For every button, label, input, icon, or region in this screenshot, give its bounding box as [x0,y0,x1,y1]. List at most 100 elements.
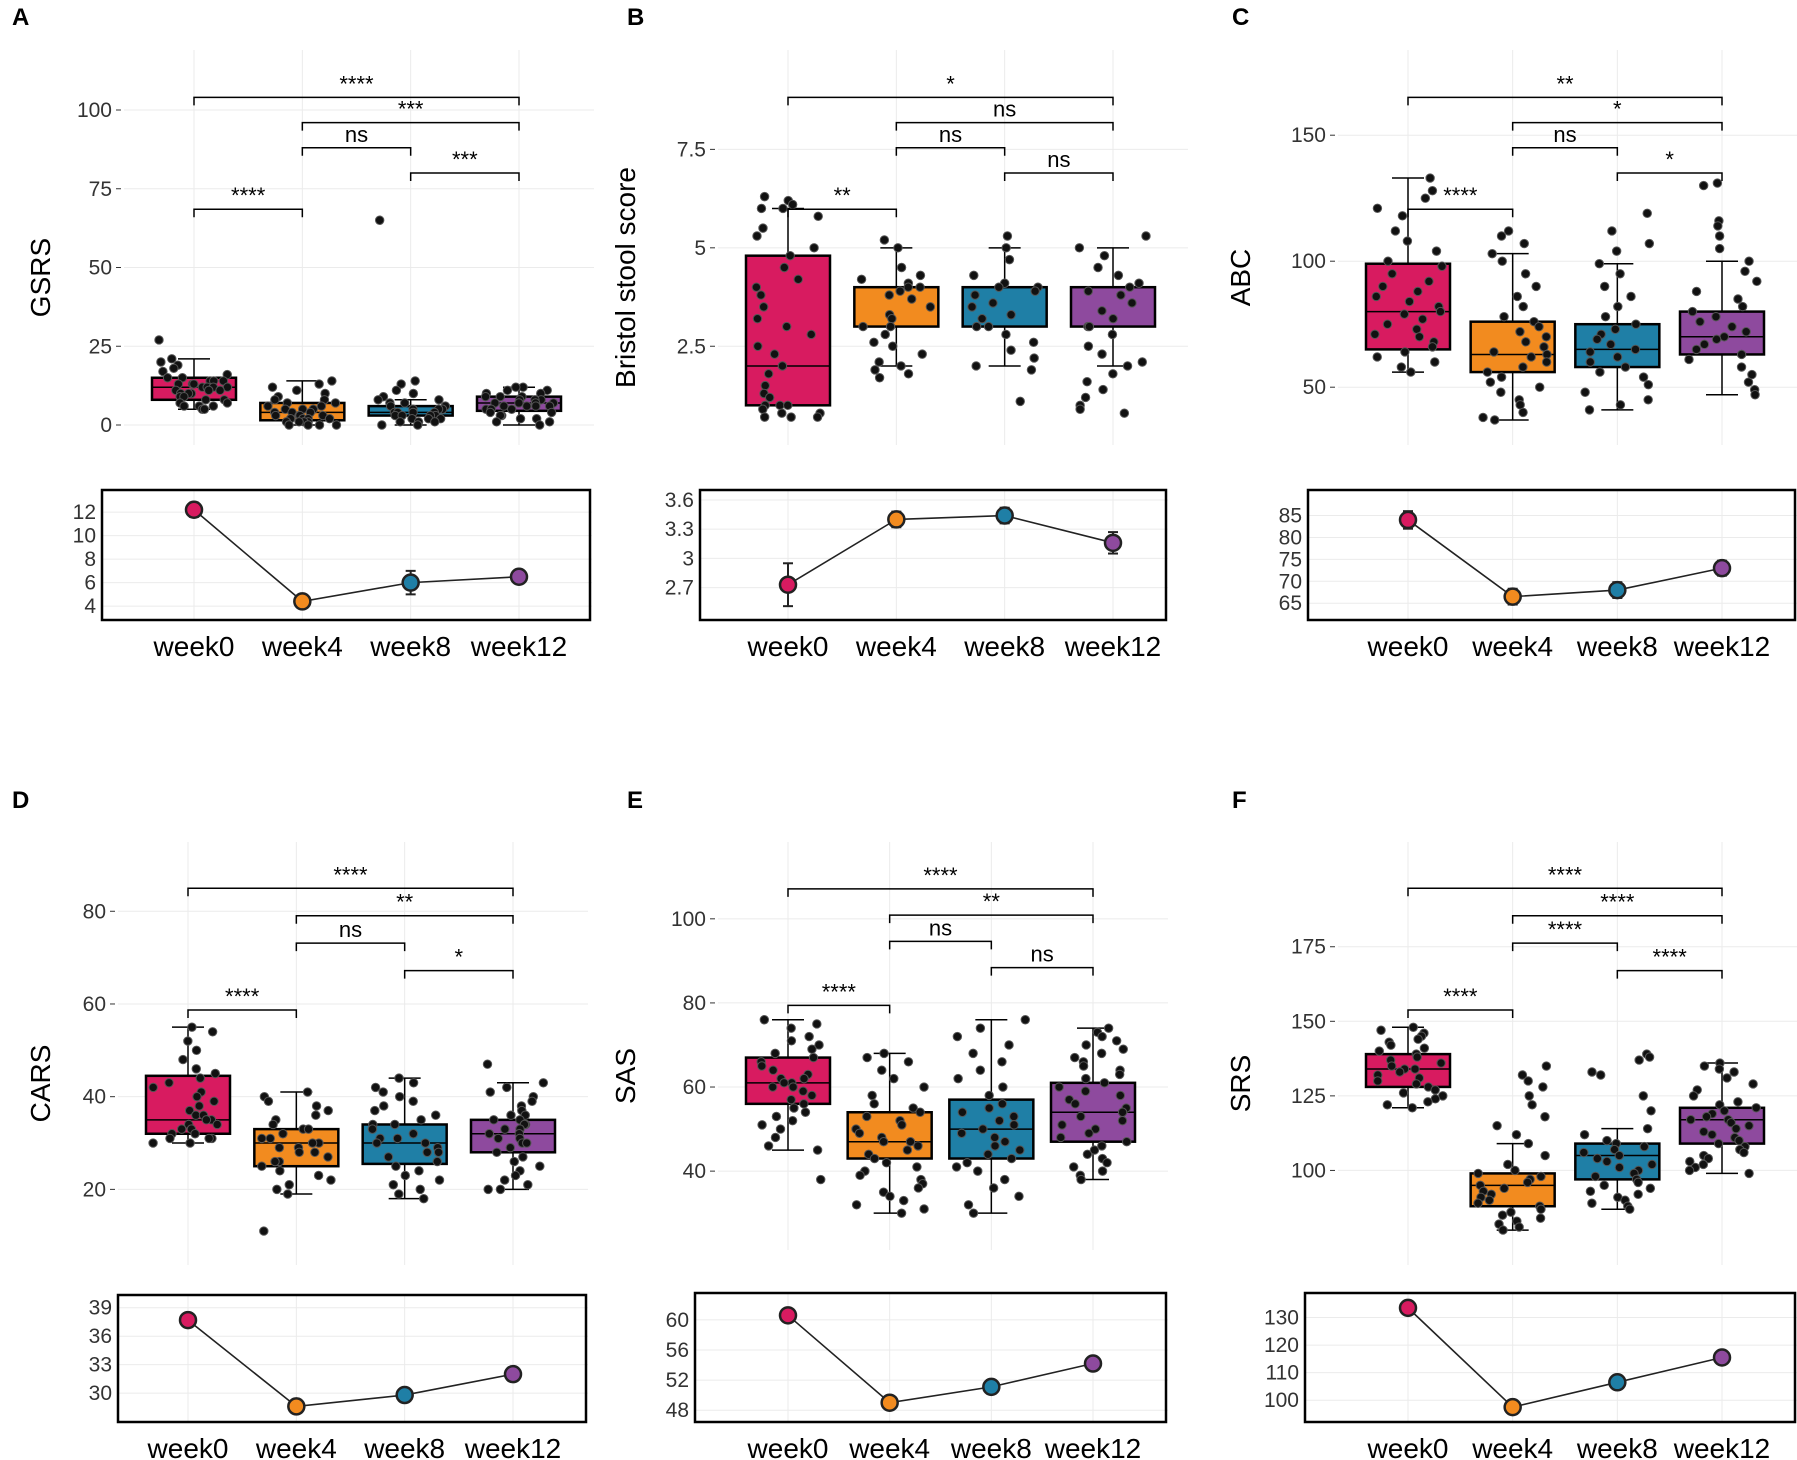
data-point [783,400,793,411]
data-point [491,417,502,427]
y-tick-label: 130 [1264,1307,1299,1330]
data-point [1612,352,1623,362]
data-point [191,1045,202,1056]
data-point [314,420,325,430]
data-point [874,373,885,383]
data-point [1722,1073,1732,1083]
data-point [1006,1153,1017,1164]
significance-label: ns [939,122,962,147]
bracket-line [193,96,520,106]
data-point [396,379,406,389]
bracket-line [1616,172,1723,181]
significance-bracket: **** [1407,183,1514,218]
box-week0 [150,335,238,414]
data-point [1029,353,1039,363]
data-point [1006,345,1016,355]
mean-point [184,500,204,520]
data-point [1427,185,1438,196]
y-tick-label: 125 [1291,1085,1326,1108]
data-point [889,1073,899,1084]
y-tick-label: 40 [683,1160,706,1183]
data-point [984,1090,994,1101]
data-point [1496,231,1507,241]
data-point [1638,1091,1648,1101]
significance-label: **** [231,183,266,208]
data-point [786,1036,797,1046]
data-point [869,1153,880,1164]
data-point [1097,349,1107,359]
y-tick-label: 60 [683,1076,706,1099]
data-point [1747,369,1757,380]
data-point [1614,1162,1625,1173]
bracket-line [301,121,520,131]
data-point [169,363,179,373]
data-point [913,1141,923,1151]
data-point [895,286,905,296]
data-point [1511,1129,1522,1140]
data-point [1496,372,1507,382]
data-point [753,341,763,351]
data-point [1074,243,1085,253]
y-tick-label: 30 [89,1382,112,1405]
data-point [1076,1111,1086,1122]
data-point [1372,352,1382,362]
data-point [1541,357,1552,367]
data-point [953,1073,963,1084]
y-tick-label: 80 [83,900,106,923]
data-point [915,282,925,292]
bracket-line [787,208,898,218]
x-tick-label: week12 [1044,1433,1142,1460]
data-point [1396,362,1407,372]
mean-point [880,1393,899,1412]
data-point [1729,1067,1739,1077]
data-point [1615,400,1626,410]
data-point [434,1175,445,1185]
mean-point [1712,558,1732,578]
data-point [1056,1132,1066,1143]
data-point [1744,256,1754,266]
data-point [800,1107,811,1117]
data-point [896,1208,907,1218]
data-point [1412,1052,1422,1062]
bracket-line [1511,914,1723,924]
data-point [869,1099,879,1109]
bracket-line [409,172,520,181]
data-point [184,1105,195,1116]
data-point [489,1115,499,1125]
data-point [535,1161,545,1171]
data-point [419,1193,429,1204]
data-point [208,401,219,411]
data-point [751,282,762,292]
data-point [499,1175,510,1185]
data-point [511,382,521,392]
box-week0 [144,1022,232,1148]
data-point [430,417,440,427]
data-point [311,1110,321,1120]
data-point [294,1147,304,1157]
data-point [272,1184,282,1195]
box-week8 [367,215,454,430]
data-point [434,395,444,405]
data-point [212,1119,222,1130]
data-point [990,1141,1000,1151]
data-point [326,1175,336,1185]
mean-line-plot: 48 52 56 60 [666,1291,1168,1424]
data-point [408,388,419,399]
x-tick-label: week8 [363,1433,445,1460]
data-point [1002,231,1013,241]
y-tick-label: 80 [683,992,706,1015]
bracket-line [187,887,514,897]
data-point [284,1180,294,1190]
box-week12 [1069,231,1157,418]
data-point [370,1082,381,1093]
data-point [1606,339,1616,350]
data-point [1517,1070,1528,1080]
box-week0 [744,191,832,422]
significance-label: ** [396,890,414,915]
data-point [432,1156,442,1167]
bracket-line [301,147,412,156]
box-week8 [948,1015,1035,1218]
data-point [1587,1067,1597,1077]
data-point [257,1133,267,1144]
